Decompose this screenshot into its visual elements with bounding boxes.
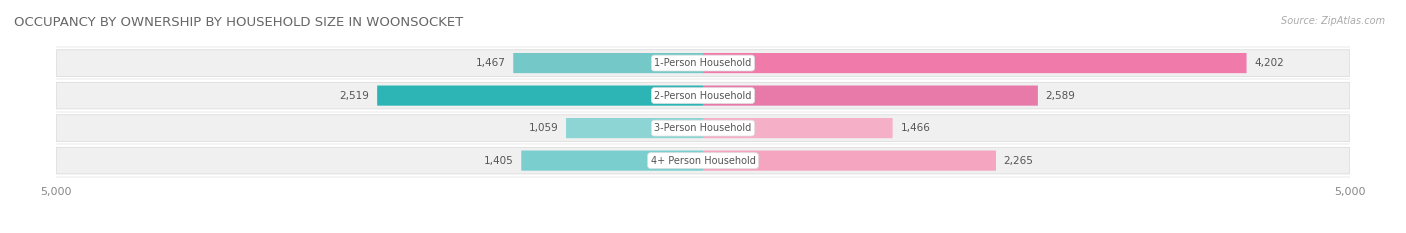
Text: 3-Person Household: 3-Person Household <box>654 123 752 133</box>
FancyBboxPatch shape <box>56 115 1350 141</box>
FancyBboxPatch shape <box>703 151 995 171</box>
FancyBboxPatch shape <box>56 50 1350 76</box>
Text: 1,059: 1,059 <box>529 123 558 133</box>
Text: 2-Person Household: 2-Person Household <box>654 91 752 101</box>
Text: 2,519: 2,519 <box>339 91 370 101</box>
FancyBboxPatch shape <box>56 82 1350 109</box>
FancyBboxPatch shape <box>703 86 1038 106</box>
FancyBboxPatch shape <box>56 147 1350 174</box>
Text: 1,466: 1,466 <box>900 123 931 133</box>
Text: 2,589: 2,589 <box>1046 91 1076 101</box>
Text: OCCUPANCY BY OWNERSHIP BY HOUSEHOLD SIZE IN WOONSOCKET: OCCUPANCY BY OWNERSHIP BY HOUSEHOLD SIZE… <box>14 16 464 29</box>
Text: Source: ZipAtlas.com: Source: ZipAtlas.com <box>1281 16 1385 26</box>
Text: 4,202: 4,202 <box>1254 58 1284 68</box>
Text: 4+ Person Household: 4+ Person Household <box>651 156 755 166</box>
Text: 2,265: 2,265 <box>1004 156 1033 166</box>
Text: 1,405: 1,405 <box>484 156 513 166</box>
FancyBboxPatch shape <box>703 53 1247 73</box>
FancyBboxPatch shape <box>377 86 703 106</box>
FancyBboxPatch shape <box>703 118 893 138</box>
FancyBboxPatch shape <box>513 53 703 73</box>
FancyBboxPatch shape <box>567 118 703 138</box>
Text: 1,467: 1,467 <box>475 58 506 68</box>
FancyBboxPatch shape <box>522 151 703 171</box>
Text: 1-Person Household: 1-Person Household <box>654 58 752 68</box>
